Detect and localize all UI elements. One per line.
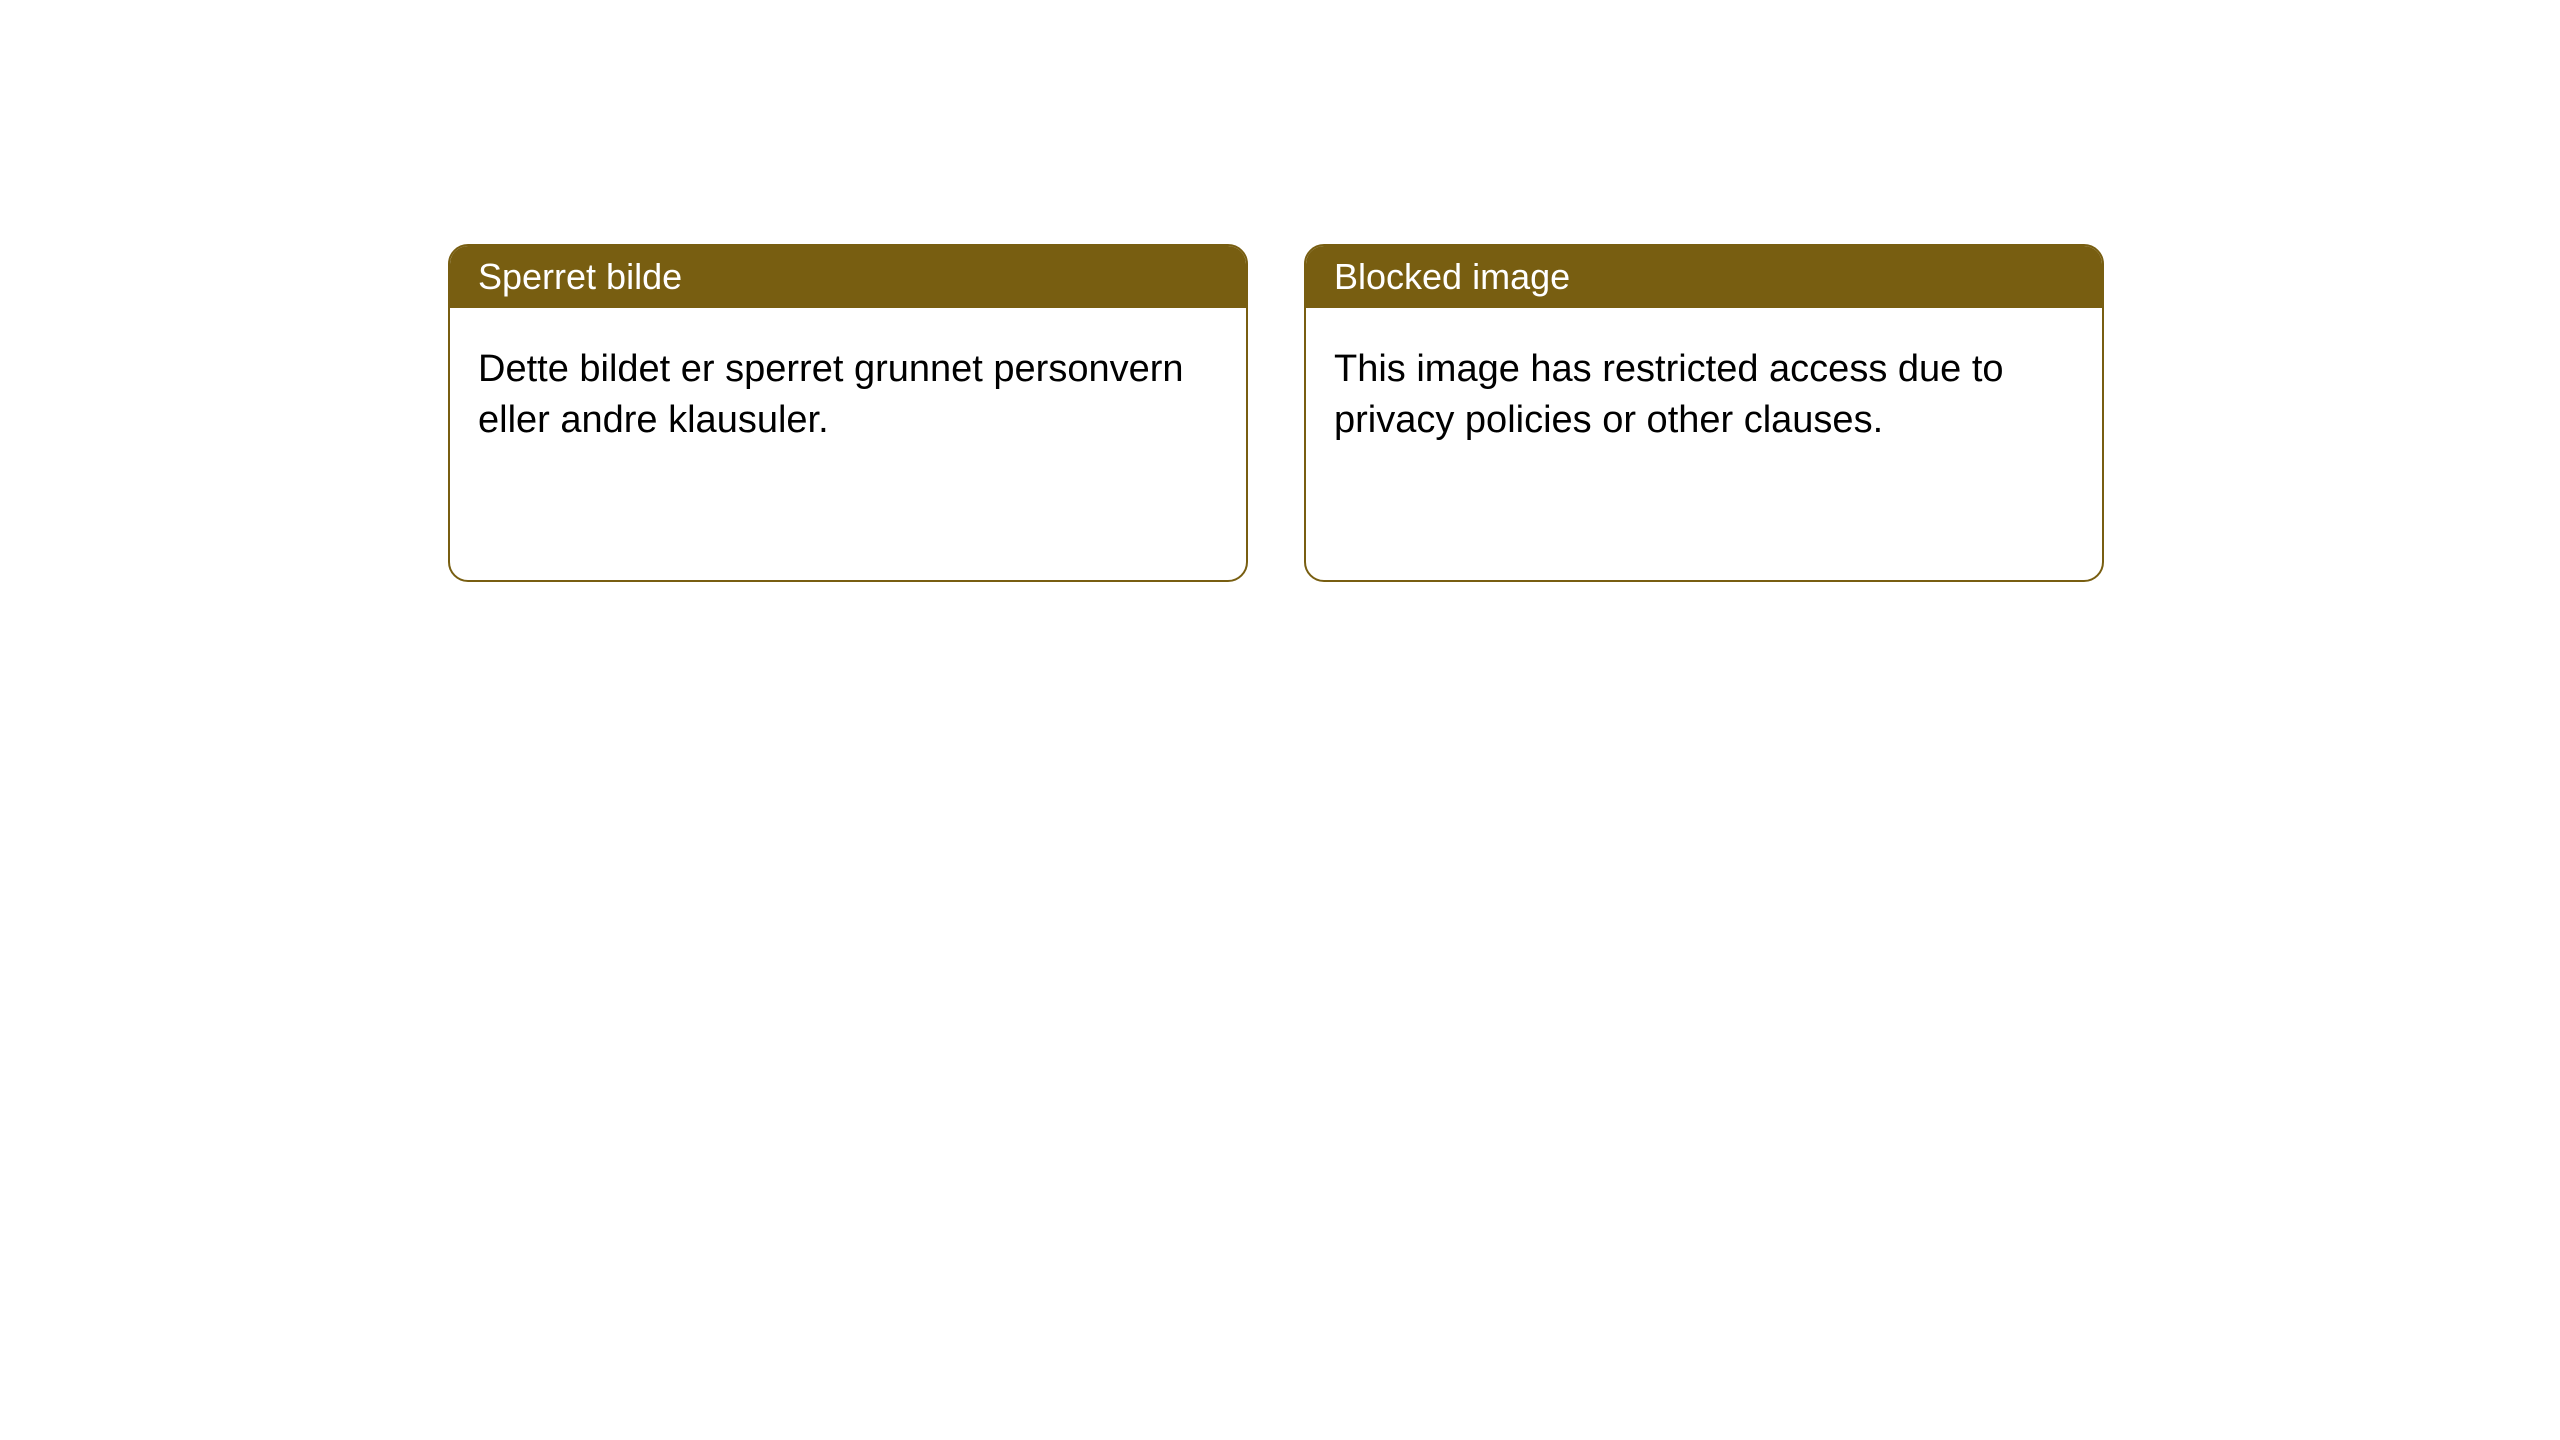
card-title: Blocked image (1334, 256, 1570, 297)
card-header: Blocked image (1306, 246, 2102, 308)
card-body-text: This image has restricted access due to … (1334, 348, 2004, 441)
blocked-image-card-en: Blocked image This image has restricted … (1304, 244, 2104, 582)
card-body: This image has restricted access due to … (1306, 308, 2102, 483)
card-body-text: Dette bildet er sperret grunnet personve… (478, 348, 1184, 441)
card-body: Dette bildet er sperret grunnet personve… (450, 308, 1246, 483)
notice-cards-container: Sperret bilde Dette bildet er sperret gr… (0, 0, 2560, 582)
card-header: Sperret bilde (450, 246, 1246, 308)
blocked-image-card-no: Sperret bilde Dette bildet er sperret gr… (448, 244, 1248, 582)
card-title: Sperret bilde (478, 256, 682, 297)
